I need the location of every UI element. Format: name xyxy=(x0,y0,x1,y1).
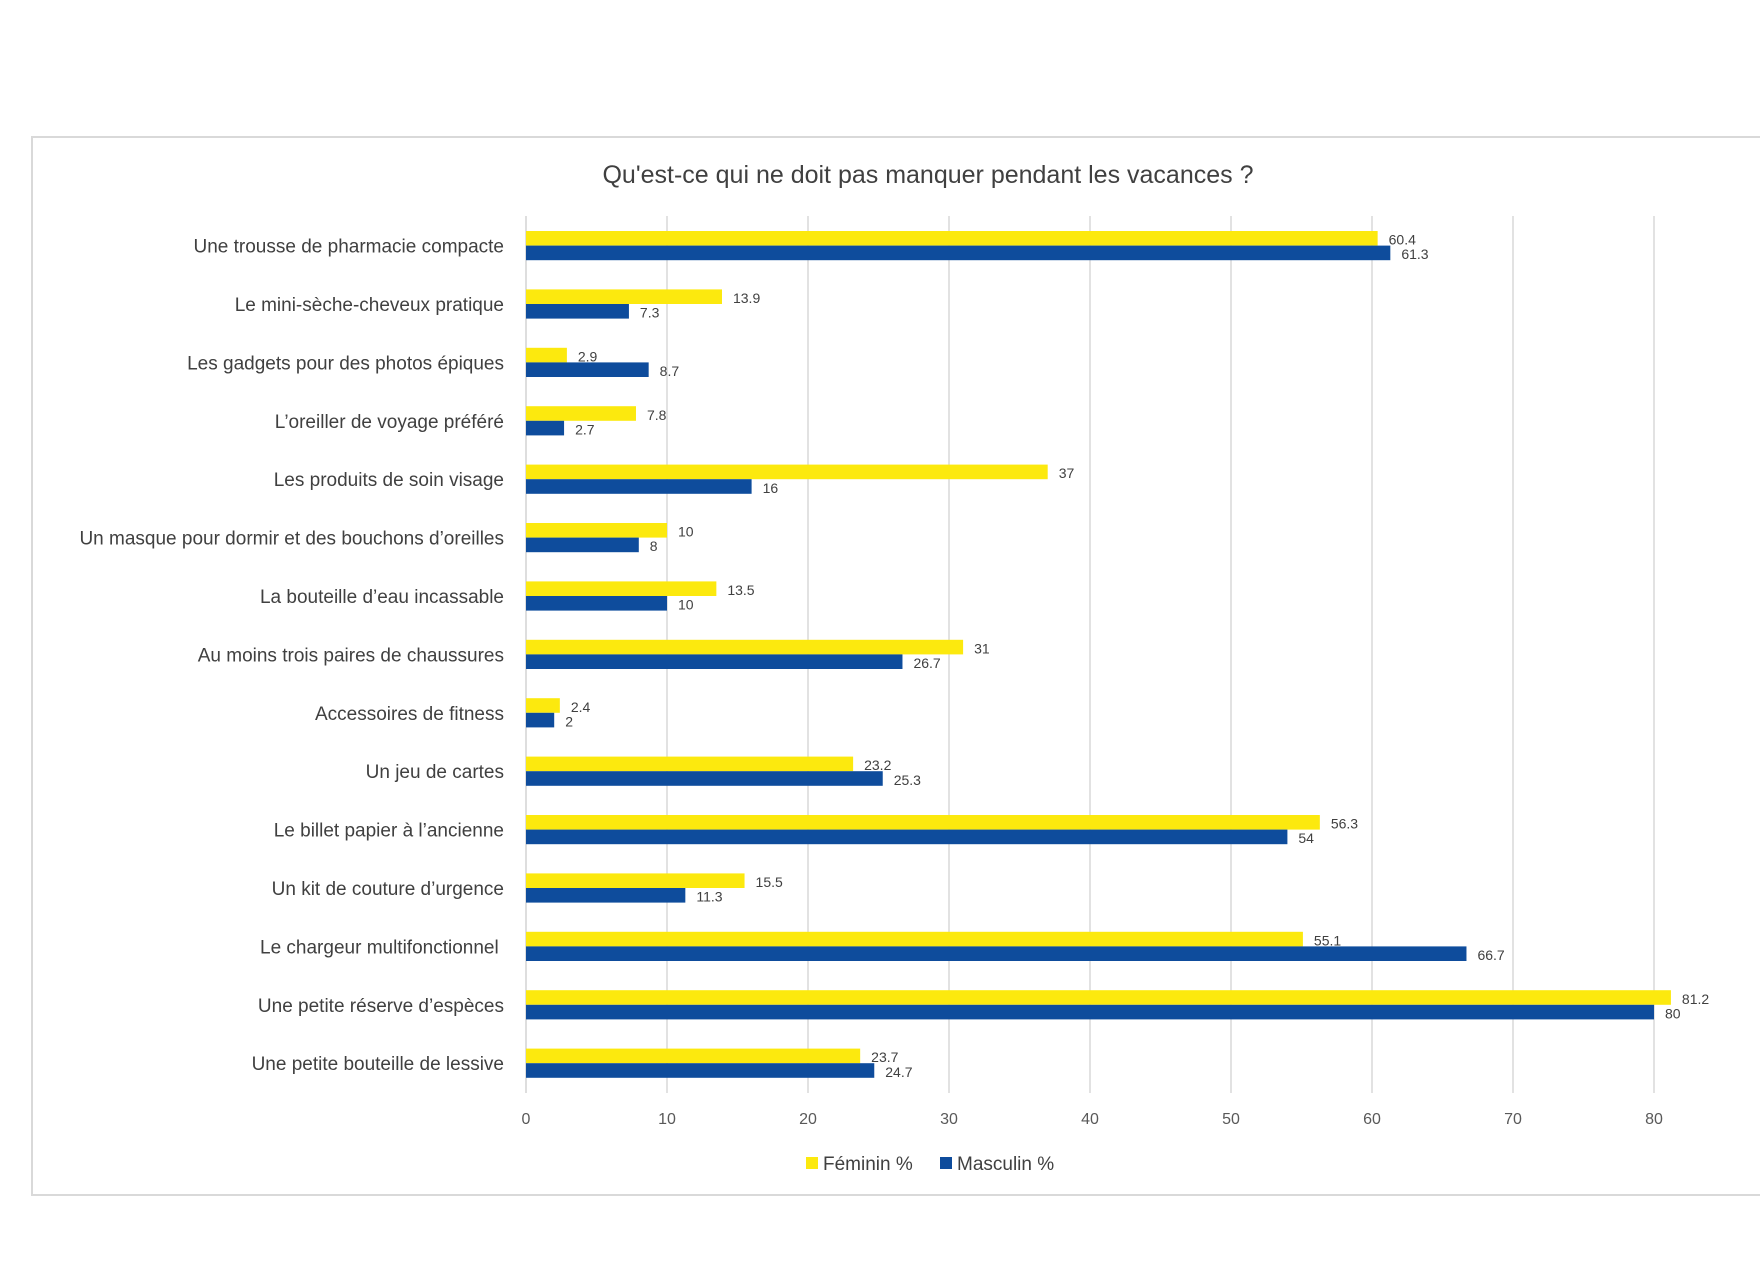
bar-masculin xyxy=(526,654,903,669)
bar-feminin xyxy=(526,1048,861,1064)
bar-feminin xyxy=(526,698,560,713)
data-label-masculin: 66.7 xyxy=(1477,947,1504,963)
category-label: Le billet papier à l’ancienne xyxy=(274,821,504,842)
x-tick-label: 80 xyxy=(1645,1111,1663,1128)
category-label: Une petite bouteille de lessive xyxy=(252,1054,504,1075)
x-tick-label: 10 xyxy=(658,1111,676,1128)
data-label-feminin: 10 xyxy=(678,524,694,540)
x-tick-label: 30 xyxy=(940,1111,958,1128)
bar-masculin xyxy=(526,537,639,553)
data-label-feminin: 37 xyxy=(1059,465,1075,481)
data-label-masculin: 16 xyxy=(763,480,779,496)
bar-feminin xyxy=(526,347,567,363)
data-label-feminin: 23.2 xyxy=(864,757,891,773)
data-label-feminin: 31 xyxy=(974,640,990,656)
bar-feminin xyxy=(526,756,854,772)
category-label: Le chargeur multifonctionnel xyxy=(260,937,504,958)
bar-masculin xyxy=(526,829,1288,845)
x-tick-label: 50 xyxy=(1222,1111,1240,1128)
bar-feminin xyxy=(526,873,745,888)
bar-masculin xyxy=(526,420,565,436)
category-label: Un masque pour dormir et des bouchons d’… xyxy=(79,529,504,550)
data-label-feminin: 23.7 xyxy=(871,1049,898,1065)
data-label-feminin: 60.4 xyxy=(1389,232,1416,248)
chart-title: Qu'est-ce qui ne doit pas manquer pendan… xyxy=(602,161,1253,189)
data-label-masculin: 7.3 xyxy=(640,305,660,321)
bar-masculin xyxy=(526,479,752,494)
bar-masculin xyxy=(526,946,1467,961)
category-labels: Une trousse de pharmacie compacte Le mini… xyxy=(79,237,504,1076)
x-tick-label: 40 xyxy=(1081,1111,1099,1128)
data-label-feminin: 81.2 xyxy=(1682,991,1709,1007)
category-label: L’oreiller de voyage préféré xyxy=(275,412,504,433)
legend-label-feminin: Féminin % xyxy=(823,1154,913,1175)
bar-masculin xyxy=(526,304,629,319)
data-label-feminin: 2.9 xyxy=(578,348,598,364)
bar-feminin xyxy=(526,231,1378,246)
bar-feminin xyxy=(526,464,1048,480)
data-label-feminin: 15.5 xyxy=(756,874,783,890)
category-label: Au moins trois paires de chaussures xyxy=(198,645,504,666)
bar-feminin xyxy=(526,931,1303,947)
data-label-masculin: 11.3 xyxy=(696,889,722,905)
data-label-feminin: 13.9 xyxy=(733,290,760,306)
x-tick-label: 0 xyxy=(522,1111,531,1128)
data-label-feminin: 56.3 xyxy=(1331,816,1358,832)
data-label-masculin: 8 xyxy=(650,538,658,554)
x-tick-label: 20 xyxy=(799,1111,817,1128)
bar-masculin xyxy=(526,245,1391,261)
bar-feminin xyxy=(526,639,964,655)
data-label-masculin: 54 xyxy=(1298,830,1314,846)
category-label: Un kit de couture d’urgence xyxy=(272,879,504,900)
bar-masculin xyxy=(526,712,555,728)
data-label-feminin: 13.5 xyxy=(727,582,754,598)
bar-feminin xyxy=(526,523,667,538)
data-label-masculin: 80 xyxy=(1665,1005,1681,1021)
category-label: La bouteille d’eau incassable xyxy=(260,587,504,608)
x-axis-ticks: 0 10 20 30 40 50 60 70 80 xyxy=(522,1111,1663,1128)
bar-masculin xyxy=(526,888,686,903)
data-label-feminin: 2.4 xyxy=(571,699,591,715)
data-label-masculin: 8.7 xyxy=(660,363,680,379)
data-label-masculin: 25.3 xyxy=(894,772,921,788)
data-labels: 60.461.3 13.9 7.3 2.9 8.7 7.8 2.7 37 16 10 8 13.5 10… xyxy=(565,232,1709,1080)
bar-masculin xyxy=(526,596,667,611)
category-label: Les produits de soin visage xyxy=(274,470,504,491)
data-label-masculin: 10 xyxy=(678,597,694,613)
data-label-masculin: 2 xyxy=(565,713,573,729)
bar-feminin xyxy=(526,815,1320,830)
bar-masculin xyxy=(526,1004,1654,1020)
category-label: Une petite réserve d’espèces xyxy=(258,996,504,1017)
category-label: Une trousse de pharmacie compacte xyxy=(194,237,505,258)
bar-masculin xyxy=(526,362,649,377)
chart-frame xyxy=(31,136,1760,1196)
data-label-masculin: 61.3 xyxy=(1401,246,1428,262)
bar-feminin xyxy=(526,289,722,304)
data-label-feminin: 55.1 xyxy=(1314,932,1341,948)
category-label: Le mini-sèche-cheveux pratique xyxy=(235,295,504,316)
x-tick-label: 60 xyxy=(1363,1111,1381,1128)
bar-masculin xyxy=(526,771,883,786)
data-label-masculin: 2.7 xyxy=(575,421,595,437)
category-label: Les gadgets pour des photos épiques xyxy=(187,353,504,374)
legend: Féminin % Masculin % xyxy=(806,1154,1054,1175)
bar-feminin xyxy=(526,990,1671,1005)
legend-label-masculin: Masculin % xyxy=(957,1154,1054,1175)
data-label-masculin: 26.7 xyxy=(913,655,940,671)
bar-feminin xyxy=(526,581,717,596)
bar-masculin xyxy=(526,1063,875,1078)
bars xyxy=(526,231,1671,1078)
data-label-masculin: 24.7 xyxy=(885,1064,912,1080)
data-label-feminin: 7.8 xyxy=(647,407,667,423)
legend-swatch-masculin xyxy=(940,1157,952,1169)
x-tick-label: 70 xyxy=(1504,1111,1522,1128)
category-label: Un jeu de cartes xyxy=(366,762,504,783)
bar-feminin xyxy=(526,406,636,421)
legend-swatch-feminin xyxy=(806,1157,818,1169)
category-label: Accessoires de fitness xyxy=(315,704,504,725)
